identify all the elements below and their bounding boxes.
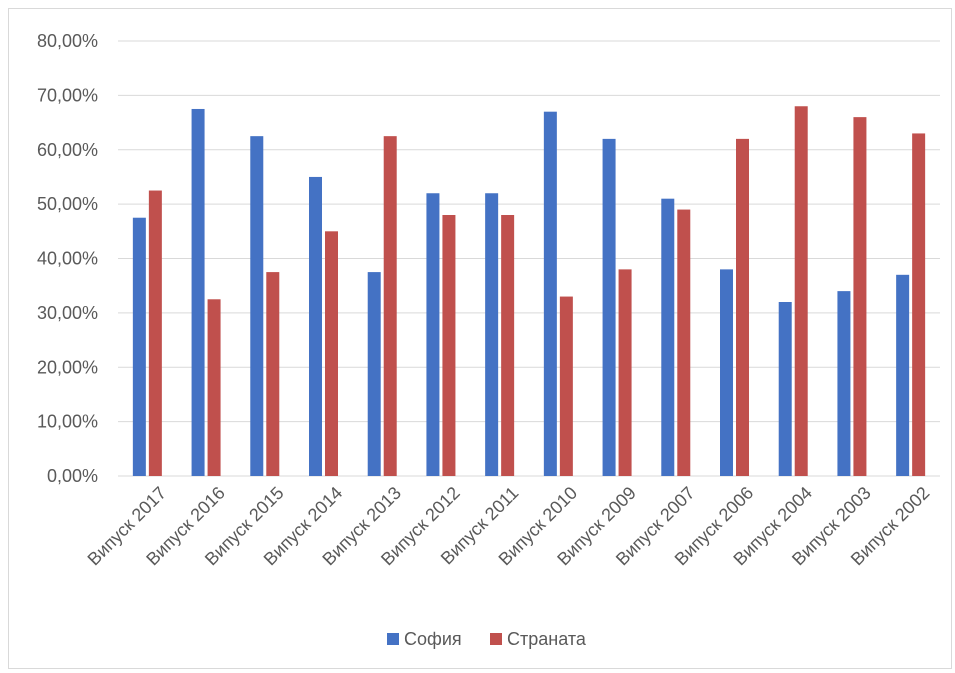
bar-country: [677, 209, 691, 476]
bar-sofia: [602, 138, 616, 476]
bar-country: [383, 136, 397, 476]
bar-sofia: [426, 193, 440, 476]
y-tick-label: 60,00%: [37, 140, 98, 160]
gridlines: [118, 40, 940, 477]
bar-sofia: [191, 108, 205, 476]
bar-sofia: [309, 176, 322, 476]
y-tick-label: 0,00%: [47, 466, 98, 486]
y-axis-ticks: 0,00% 10,00% 20,00% 30,00% 40,00% 50,00% 60,00…: [37, 31, 98, 486]
bars: [132, 106, 926, 476]
bar-country: [794, 106, 808, 476]
legend: София Страната: [387, 629, 587, 649]
bar-country: [442, 215, 456, 476]
legend-label-sofia: София: [404, 629, 462, 649]
bar-country: [912, 133, 926, 476]
y-tick-label: 10,00%: [37, 412, 98, 432]
bar-sofia: [661, 198, 675, 476]
bar-country: [736, 138, 749, 476]
bar-country: [148, 190, 162, 476]
bar-country: [325, 231, 338, 476]
bar-sofia: [837, 291, 851, 476]
bar-sofia: [485, 193, 499, 476]
bar-sofia: [132, 217, 146, 476]
bar-country: [266, 272, 280, 476]
y-tick-label: 50,00%: [37, 194, 98, 214]
bar-country: [207, 299, 221, 476]
bar-sofia: [367, 272, 381, 476]
bar-sofia: [720, 269, 733, 476]
bar-sofia: [250, 136, 264, 476]
y-tick-label: 30,00%: [37, 303, 98, 323]
bar-country: [618, 269, 632, 476]
bar-sofia: [778, 302, 792, 476]
legend-swatch-country: [490, 633, 502, 645]
y-tick-label: 40,00%: [37, 249, 98, 269]
y-tick-label: 80,00%: [37, 31, 98, 51]
bar-country: [559, 296, 573, 476]
bar-country: [853, 117, 867, 476]
chart-frame: [8, 8, 952, 669]
legend-label-country: Страната: [507, 629, 587, 649]
bar-sofia: [543, 111, 557, 476]
y-tick-label: 20,00%: [37, 357, 98, 377]
bar-sofia: [896, 274, 910, 476]
y-tick-label: 70,00%: [37, 85, 98, 105]
legend-swatch-sofia: [387, 633, 399, 645]
bar-country: [501, 215, 515, 476]
